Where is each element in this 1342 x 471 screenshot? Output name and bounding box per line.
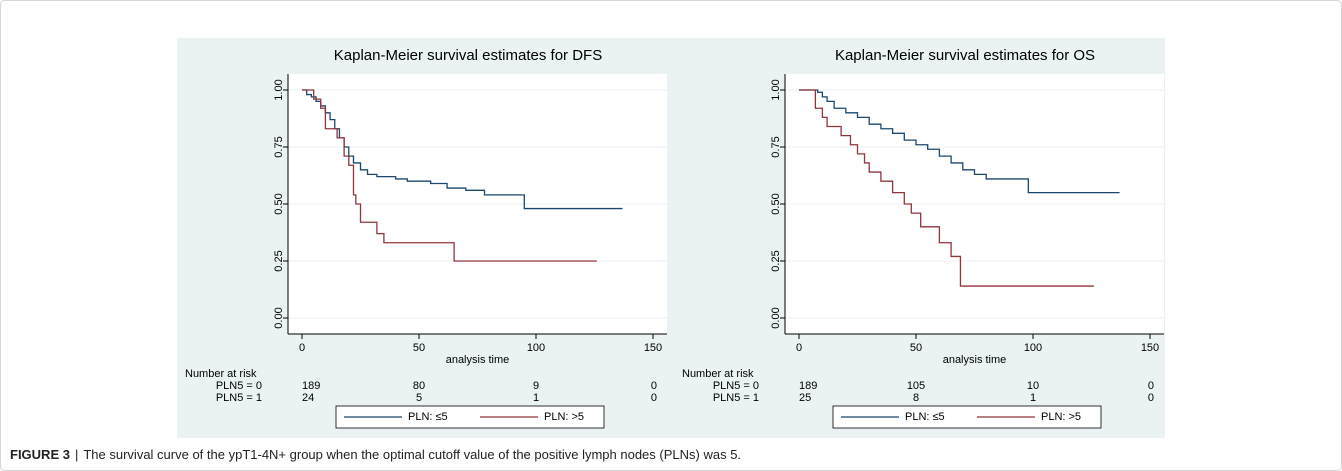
- y-tick-label: 0.25: [273, 250, 285, 271]
- risk-count: 8: [913, 392, 919, 404]
- risk-row-label: PLN5 = 0: [713, 380, 759, 392]
- y-tick-label: 0.75: [273, 136, 285, 157]
- legend-box: [832, 405, 1102, 429]
- risk-row-label: PLN5 = 0: [216, 380, 262, 392]
- risk-count: 10: [1027, 380, 1039, 392]
- x-tick-label: 50: [910, 342, 922, 354]
- risk-count: 105: [907, 380, 925, 392]
- x-tick-label: 150: [644, 342, 662, 354]
- risk-count: 9: [533, 380, 539, 392]
- risk-table-title: Number at risk: [185, 368, 257, 380]
- survival-curve: [799, 89, 1120, 194]
- risk-count: 0: [651, 380, 657, 392]
- x-tick-label: 0: [796, 342, 802, 354]
- y-tick-label: 0.00: [770, 307, 782, 328]
- risk-count: 25: [799, 392, 811, 404]
- y-tick-label: 0.25: [770, 250, 782, 271]
- caption: FIGURE 3 | The survival curve of the ypT1-…: [10, 447, 741, 462]
- y-tick-label: 1.00: [273, 79, 285, 100]
- risk-count: 1: [1030, 392, 1036, 404]
- risk-count: 5: [416, 392, 422, 404]
- survival-curve: [302, 89, 597, 262]
- x-axis-label: analysis time: [943, 354, 1007, 366]
- risk-count: 24: [302, 392, 314, 404]
- risk-row-label: PLN5 = 1: [216, 392, 262, 404]
- chart: Kaplan-Meier survival estimates for OS 0.…: [682, 47, 1164, 429]
- survival-curve: [799, 89, 1094, 287]
- x-axis-label: analysis time: [446, 354, 510, 366]
- risk-count: 80: [413, 380, 425, 392]
- y-tick-label: 0.50: [770, 193, 782, 214]
- risk-count: 0: [651, 392, 657, 404]
- x-tick-label: 0: [299, 342, 305, 354]
- x-tick-label: 50: [413, 342, 425, 354]
- risk-row-label: PLN5 = 1: [713, 392, 759, 404]
- risk-count: 189: [302, 380, 320, 392]
- chart-title: Kaplan-Meier survival estimates for OS: [835, 47, 1095, 64]
- risk-count: 189: [799, 380, 817, 392]
- x-tick-label: 150: [1141, 342, 1159, 354]
- legend-label: PLN: >5: [544, 411, 584, 423]
- legend-label: PLN: ≤5: [905, 411, 945, 423]
- y-tick-label: 1.00: [770, 79, 782, 100]
- caption-label: FIGURE 3: [10, 447, 70, 462]
- caption-separator: |: [75, 447, 78, 462]
- caption-text: The survival curve of the ypT1-4N+ group…: [83, 447, 741, 462]
- risk-table-title: Number at risk: [682, 368, 754, 380]
- x-tick-label: 100: [1024, 342, 1042, 354]
- risk-count: 0: [1148, 392, 1154, 404]
- chart-title: Kaplan-Meier survival estimates for DFS: [334, 47, 602, 64]
- y-tick-label: 0.50: [273, 193, 285, 214]
- risk-count: 0: [1148, 380, 1154, 392]
- risk-count: 1: [533, 392, 539, 404]
- legend-box: [335, 405, 605, 429]
- chart: Kaplan-Meier survival estimates for DFS 0…: [185, 47, 667, 429]
- y-tick-label: 0.75: [770, 136, 782, 157]
- legend-label: PLN: ≤5: [408, 411, 448, 423]
- legend-label: PLN: >5: [1041, 411, 1081, 423]
- x-tick-label: 100: [527, 342, 545, 354]
- y-tick-label: 0.00: [273, 307, 285, 328]
